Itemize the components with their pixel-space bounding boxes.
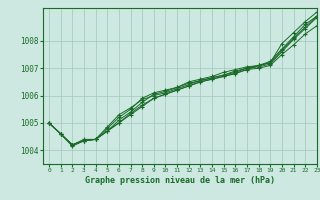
X-axis label: Graphe pression niveau de la mer (hPa): Graphe pression niveau de la mer (hPa) [85,176,275,185]
